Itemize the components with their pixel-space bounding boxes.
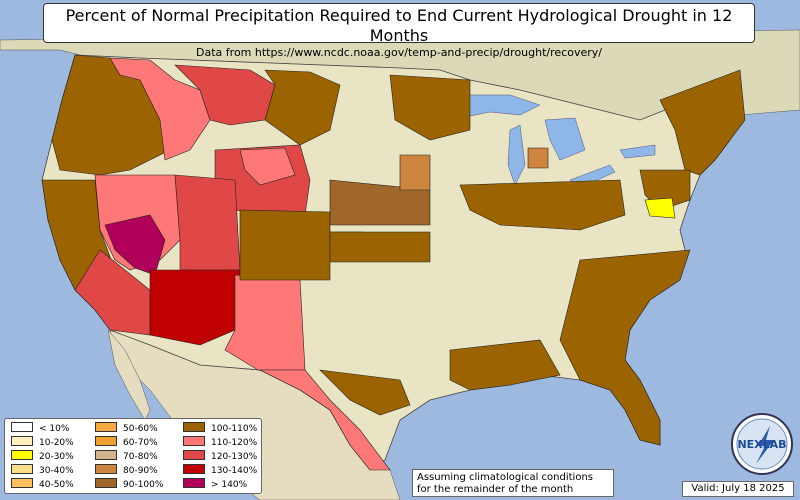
legend-label: 20-30%: [39, 452, 74, 462]
logo-lightning: [756, 426, 774, 464]
note-line-1: Assuming climatological conditions: [417, 472, 593, 483]
legend-label: 70-80%: [123, 452, 158, 462]
legend-item: 120-130%: [183, 450, 257, 462]
legend-item: 70-80%: [95, 450, 163, 462]
legend-item: 80-90%: [95, 464, 163, 476]
legend-item: 40-50%: [11, 478, 74, 490]
legend-swatch: [183, 478, 205, 488]
region-nebraska: [329, 231, 431, 263]
title-box: Percent of Normal Precipitation Required…: [43, 3, 755, 59]
legend-swatch: [95, 450, 117, 460]
map-title: Percent of Normal Precipitation Required…: [65, 6, 733, 45]
region-southeast: [559, 249, 691, 446]
legend: < 10% 10-20% 20-30% 30-40% 40-50% 50-60%…: [4, 418, 262, 494]
lake-ontario: [619, 144, 656, 159]
map-subtitle: Data from https://www.ncdc.noaa.gov/temp…: [196, 46, 602, 59]
legend-swatch: [11, 436, 33, 446]
legend-label: 40-50%: [39, 480, 74, 490]
legend-label: 100-110%: [211, 424, 258, 434]
region-montana-east: [264, 69, 341, 146]
legend-label: 90-100%: [123, 480, 164, 490]
region-wyoming-pink: [239, 147, 296, 186]
legend-swatch: [183, 464, 205, 474]
nexlab-logo: NEXLAB: [731, 413, 793, 475]
drought-regions: [41, 54, 746, 471]
region-michigan-light: [527, 147, 549, 169]
legend-item: 50-60%: [95, 422, 163, 434]
legend-label: 10-20%: [39, 438, 74, 448]
legend-label: 60-70%: [123, 438, 158, 448]
region-ohio-valley: [459, 179, 626, 231]
legend-item: 90-100%: [95, 478, 163, 490]
region-northeast: [659, 69, 746, 176]
legend-label: 30-40%: [39, 466, 74, 476]
legend-label: > 140%: [211, 480, 248, 490]
legend-label: 80-90%: [123, 466, 158, 476]
legend-item: 110-120%: [183, 436, 257, 448]
region-upper-midwest: [389, 74, 471, 141]
legend-item: 10-20%: [11, 436, 74, 448]
region-plains-ks: [329, 179, 431, 226]
lake-michigan: [507, 124, 526, 186]
legend-swatch: [11, 422, 33, 432]
region-texas-pink: [259, 369, 391, 471]
valid-date: Valid: July 18 2025: [682, 481, 794, 497]
note-line-2: for the remainder of the month: [417, 484, 574, 495]
legend-label: 110-120%: [211, 438, 258, 448]
legend-label: < 10%: [39, 424, 70, 434]
legend-item: > 140%: [183, 478, 257, 490]
legend-swatch: [11, 450, 33, 460]
legend-swatch: [95, 436, 117, 446]
legend-swatch: [95, 422, 117, 432]
region-idaho-pink: [109, 57, 211, 161]
legend-label: 130-140%: [211, 466, 258, 476]
assumption-note: Assuming climatological conditions for t…: [412, 469, 614, 497]
region-colorado: [239, 209, 331, 281]
region-maryland-yellow: [644, 197, 676, 219]
legend-label: 50-60%: [123, 424, 158, 434]
legend-swatch: [11, 464, 33, 474]
legend-item: 60-70%: [95, 436, 163, 448]
region-montana-red: [174, 64, 276, 126]
baja-peninsula: [107, 329, 151, 421]
lake-huron: [544, 117, 586, 161]
region-arizona: [149, 269, 241, 346]
region-texas-brown: [319, 369, 411, 416]
legend-item: 130-140%: [183, 464, 257, 476]
legend-item: 20-30%: [11, 450, 74, 462]
legend-swatch: [11, 478, 33, 488]
legend-swatch: [183, 436, 205, 446]
legend-label: 120-130%: [211, 452, 258, 462]
region-iowa-light: [399, 154, 431, 191]
legend-item: < 10%: [11, 422, 74, 434]
legend-swatch: [95, 464, 117, 474]
legend-swatch: [183, 422, 205, 432]
region-utah: [174, 174, 241, 271]
legend-item: 100-110%: [183, 422, 257, 434]
legend-item: 30-40%: [11, 464, 74, 476]
legend-swatch: [183, 450, 205, 460]
region-new-mexico: [224, 274, 306, 371]
region-gulf-coast: [449, 339, 561, 391]
logo-text: NEXLAB: [737, 438, 786, 451]
legend-swatch: [95, 478, 117, 488]
